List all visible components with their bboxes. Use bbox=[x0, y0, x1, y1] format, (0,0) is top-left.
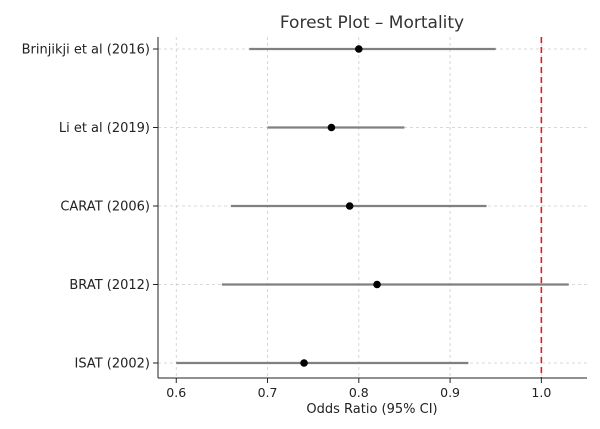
study-label-1: Li et al (2019) bbox=[59, 121, 150, 136]
study-label-4: ISAT (2002) bbox=[74, 357, 150, 372]
x-tick-labels: 0.6 0.7 0.8 0.9 1.0 bbox=[166, 385, 551, 400]
axes bbox=[153, 37, 587, 383]
x-tick-label-2: 0.8 bbox=[349, 385, 369, 400]
x-tick-label-0: 0.6 bbox=[166, 385, 186, 400]
point-estimate-1 bbox=[327, 123, 336, 132]
x-axis-label: Odds Ratio (95% CI) bbox=[306, 402, 437, 417]
chart-title: Forest Plot – Mortality bbox=[280, 13, 464, 33]
point-estimate-4 bbox=[300, 359, 308, 367]
grid-lines bbox=[158, 37, 587, 378]
study-label-3: BRAT (2012) bbox=[69, 278, 150, 293]
confidence-intervals bbox=[176, 47, 569, 365]
point-estimate-2 bbox=[345, 202, 354, 210]
study-label-2: CARAT (2006) bbox=[60, 200, 150, 215]
point-estimates bbox=[300, 45, 381, 367]
study-labels: Brinjikji et al (2016) Li et al (2019) CAR… bbox=[22, 43, 150, 372]
x-tick-label-1: 0.7 bbox=[258, 385, 278, 400]
x-tick-label-4: 1.0 bbox=[531, 385, 551, 400]
x-tick-label-3: 0.9 bbox=[440, 385, 460, 400]
study-label-0: Brinjikji et al (2016) bbox=[22, 43, 150, 58]
point-estimate-0 bbox=[355, 45, 363, 53]
point-estimate-3 bbox=[373, 280, 381, 289]
